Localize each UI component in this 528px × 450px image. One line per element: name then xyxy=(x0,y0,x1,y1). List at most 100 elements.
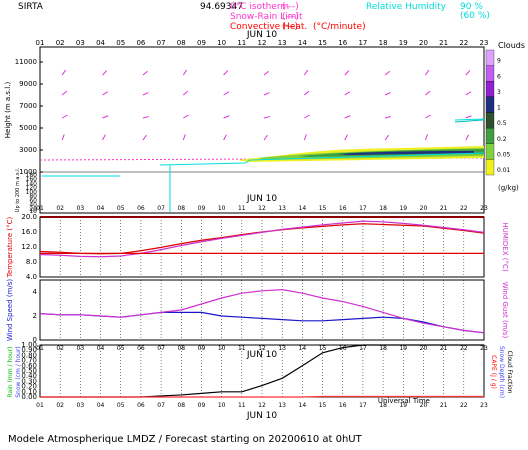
hour-tick-label-top: 02 xyxy=(56,39,65,47)
wind-barb xyxy=(304,114,310,119)
colorbar-tick-label: 0.01 xyxy=(497,167,511,174)
hour-tick-label-bottom: 23 xyxy=(480,402,488,409)
colorbar-segment xyxy=(485,81,495,98)
legend-rh: Relative Humidity xyxy=(366,2,447,12)
hour-tick-label-top: 05 xyxy=(116,39,125,47)
wind-barb xyxy=(263,134,268,141)
hour-tick-label-bottom: 08 xyxy=(177,402,185,409)
y-tick-label: 0.20 xyxy=(21,383,37,391)
wind-barb xyxy=(303,69,309,76)
hour-tick-label-top: 11 xyxy=(237,39,246,47)
low-height-tick-label: 100 xyxy=(26,189,38,196)
wind-barb xyxy=(263,116,270,119)
hour-tick-label-mid: 11 xyxy=(238,205,246,212)
cloud-layer-dark xyxy=(337,151,474,155)
colorbar-segment xyxy=(485,49,495,66)
hour-tick-label-bottom: 21 xyxy=(440,402,448,409)
height-tick-label: 11000 xyxy=(15,58,37,66)
y-tick-label: 1.00 xyxy=(21,341,37,349)
cloudfrac-axis-label: Cloud Fraction xyxy=(506,351,513,394)
y-tick-label: 0.70 xyxy=(21,357,37,365)
low-height-tick-label: 140 xyxy=(26,180,38,187)
wind-barb xyxy=(384,70,391,76)
hour-tick-label-mid: 16 xyxy=(339,205,347,212)
height-panel-frame xyxy=(39,46,485,214)
temperature-panel-series-1 xyxy=(39,220,485,258)
wind-barb xyxy=(303,134,307,141)
legend-snow-rain-symbol: (---) xyxy=(282,12,299,22)
hour-tick-label-mid: 06 xyxy=(137,205,145,212)
wind-barb xyxy=(344,70,350,76)
hour-tick-label-mid: 13 xyxy=(278,205,286,212)
y-tick-label: 0.90 xyxy=(21,346,37,354)
wind-barb xyxy=(223,134,227,141)
hour-tick-label-mid: 15 xyxy=(319,205,327,212)
wind-barb xyxy=(223,91,229,96)
hour-tick-label-bottom: 15 xyxy=(319,402,327,409)
y-tick-label: 8.0 xyxy=(26,258,37,266)
site-coords: 94.69347 xyxy=(200,2,243,12)
hour-tick-label-bottom: 18 xyxy=(379,402,387,409)
hour-tick-label-bottom: 14 xyxy=(299,402,307,409)
legend-snow-rain: Snow-Rain Limit xyxy=(230,12,303,22)
wind-barb xyxy=(223,115,230,119)
wind-barb xyxy=(263,70,269,76)
hour-tick-label-top: 21 xyxy=(439,39,448,47)
wind-barb xyxy=(102,70,108,76)
rh-contour xyxy=(42,118,485,212)
wind-barb xyxy=(182,134,186,141)
y-tick-label: 2 xyxy=(33,312,37,320)
hour-tick-label-top: 18 xyxy=(379,39,388,47)
humidex-axis-label: HUMIDEX (°C) xyxy=(501,222,509,271)
y-tick-label: 0.50 xyxy=(21,367,37,375)
hour-tick-label-top: 17 xyxy=(358,39,367,47)
wind-barb xyxy=(465,134,470,141)
wind-axis-label: Wind Speed (m/s) xyxy=(6,279,14,342)
site-name: SIRTA xyxy=(18,2,44,12)
hour-tick-label-bottom: 03 xyxy=(77,402,85,409)
hour-tick-label-mid: 08 xyxy=(177,205,185,212)
legend-isotherm-symbol: (---) xyxy=(282,2,299,12)
hour-tick-label-top: 07 xyxy=(157,39,166,47)
legend-convective-unit: (°C/minute) xyxy=(313,22,366,32)
hour-tick-label-top: 10 xyxy=(217,39,226,47)
hour-tick-label-mid: 07 xyxy=(157,205,165,212)
snowdepth-axis-label: Snow Depth (cm) xyxy=(498,346,505,398)
wind-barb xyxy=(384,116,392,119)
hour-tick-label-bottom: 07 xyxy=(157,402,165,409)
hour-tick-label-top: 20 xyxy=(419,39,428,47)
wind-barb xyxy=(425,90,431,96)
date-label-wind: JUN 10 xyxy=(246,350,278,360)
hour-tick-label-top: 22 xyxy=(459,39,468,47)
hour-tick-label-mid: 05 xyxy=(117,205,125,212)
y-tick-label: 12.0 xyxy=(21,243,37,251)
hour-tick-label-bottom: 06 xyxy=(137,402,145,409)
colorbar-segment xyxy=(485,127,495,144)
hour-tick-label-top: 23 xyxy=(480,39,489,47)
wind-barb xyxy=(182,69,188,76)
hour-tick-label-bottom: 09 xyxy=(198,402,206,409)
hour-tick-label-bottom: 12 xyxy=(258,402,266,409)
date-label-bottom: JUN 10 xyxy=(246,411,278,421)
legend-isotherm: 0°C isotherm xyxy=(230,2,289,12)
hour-tick-label-mid: 02 xyxy=(56,205,64,212)
low-height-tick-label: 10 xyxy=(29,208,37,215)
colorbar-title: Clouds xyxy=(498,41,525,50)
hour-tick-label-top: 04 xyxy=(96,39,105,47)
low-height-axis-label: Up to 200 m a.s.l. xyxy=(15,167,21,212)
hour-tick-label-mid: 01 xyxy=(36,205,44,212)
y-tick-label: 0.00 xyxy=(21,393,37,401)
hour-tick-label-bottom: 20 xyxy=(420,402,428,409)
wind-barb xyxy=(61,134,65,141)
low-height-tick-label: 180 xyxy=(26,172,38,179)
wind-barb xyxy=(142,116,149,119)
date-label-mid: JUN 10 xyxy=(246,194,278,204)
hour-tick-label-top: 12 xyxy=(258,39,267,47)
y-tick-label: 16.0 xyxy=(21,228,37,236)
wind-barb xyxy=(344,91,351,96)
wind-barb xyxy=(425,69,430,76)
wind-barb xyxy=(344,134,348,141)
wind-panel-series-1 xyxy=(39,288,485,334)
hour-tick-label-mid: 22 xyxy=(460,205,468,212)
